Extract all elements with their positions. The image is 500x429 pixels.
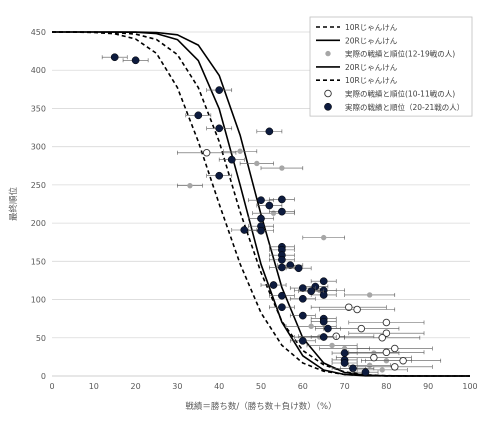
y-tick-label: 150 <box>31 257 46 266</box>
data-point <box>345 303 353 311</box>
data-point <box>294 264 303 273</box>
y-tick-labels: 0 50 100 150 200 250 300 350 400 450 <box>31 28 46 381</box>
data-point <box>187 182 193 189</box>
x-tick-label: 10 <box>89 382 99 391</box>
data-point <box>382 318 391 327</box>
y-tick-label: 50 <box>36 334 46 343</box>
data-point <box>286 261 295 270</box>
data-point <box>240 226 249 234</box>
data-point <box>340 349 349 357</box>
x-tick-label: 70 <box>340 382 350 391</box>
data-point <box>131 56 140 65</box>
legend-label: 実際の戦績と順位（20-21戦の人） <box>345 102 464 112</box>
x-tick-label: 100 <box>462 382 477 391</box>
data-point <box>307 287 316 295</box>
x-tick-label: 60 <box>298 382 308 391</box>
y-tick-label: 350 <box>31 104 46 113</box>
x-tick-label: 80 <box>381 382 391 391</box>
data-point <box>308 323 314 330</box>
x-tick-label: 40 <box>214 382 224 391</box>
x-tick-label: 30 <box>172 382 182 391</box>
data-points <box>101 53 442 377</box>
data-point <box>361 368 370 377</box>
y-tick-label: 200 <box>31 219 46 228</box>
data-point <box>319 333 328 341</box>
data-point <box>319 277 328 286</box>
x-tick-labels: 0 10 20 30 40 50 60 70 80 90 100 <box>49 382 477 391</box>
data-point <box>215 86 224 94</box>
data-point <box>382 329 391 337</box>
data-point <box>278 291 286 300</box>
x-tick-label: 20 <box>131 382 141 391</box>
data-point <box>215 124 224 133</box>
data-point <box>321 234 327 241</box>
data-point <box>324 89 332 98</box>
data-point <box>340 359 349 367</box>
data-point <box>319 317 328 326</box>
curves <box>51 31 470 377</box>
data-point <box>329 342 335 349</box>
data-point <box>269 281 278 289</box>
data-point <box>194 111 203 120</box>
y-tick-label: 400 <box>31 66 46 75</box>
legend-label: 10Rじゃんけん <box>345 76 398 85</box>
data-point <box>278 255 286 264</box>
data-point <box>399 356 407 365</box>
data-point <box>324 102 332 111</box>
data-point <box>298 336 307 345</box>
data-point <box>237 148 243 154</box>
legend-label: 実際の戦績と順位(10-11戦の人) <box>345 89 455 99</box>
y-tick-label: 250 <box>31 181 46 190</box>
x-tick-label: 50 <box>256 382 266 391</box>
y-tick-label: 300 <box>31 143 46 152</box>
data-point <box>325 50 331 57</box>
data-point <box>324 324 332 333</box>
data-point <box>279 165 285 171</box>
legend-label: 実際の戦績と順位(12-19戦の人) <box>345 49 455 59</box>
data-point <box>298 294 307 303</box>
data-point <box>215 171 224 180</box>
data-point <box>270 210 277 216</box>
data-point <box>378 334 386 342</box>
curve-line <box>52 31 470 377</box>
data-point <box>298 311 307 320</box>
data-point <box>278 195 286 204</box>
legend-label: 10Rじゃんけん <box>345 23 398 32</box>
legend-label: 20Rじゃんけん <box>345 63 398 72</box>
data-point <box>298 284 307 292</box>
y-axis-title: 最終順位 <box>8 187 19 222</box>
data-point <box>254 160 260 167</box>
data-point <box>110 53 119 62</box>
data-point <box>202 149 211 157</box>
curve-line <box>52 31 470 377</box>
data-point <box>278 207 286 216</box>
data-point <box>257 214 265 223</box>
data-point <box>353 305 361 314</box>
data-point <box>370 353 378 362</box>
data-point <box>366 292 373 298</box>
x-tick-label: 0 <box>49 382 54 391</box>
data-point <box>278 303 286 312</box>
data-point <box>357 324 366 333</box>
data-point <box>227 155 236 164</box>
legend: 10Rじゃんけん20Rじゃんけん実際の戦績と順位(12-19戦の人)20Rじゃん… <box>309 16 473 117</box>
y-tick-label: 0 <box>41 372 46 381</box>
data-point <box>391 363 399 371</box>
data-point <box>278 263 286 272</box>
data-point <box>265 201 274 210</box>
y-tick-label: 100 <box>31 296 46 305</box>
data-point <box>366 362 373 368</box>
data-point <box>379 367 385 373</box>
data-point <box>257 226 265 235</box>
data-point <box>265 127 274 136</box>
legend-label: 20Rじゃんけん <box>345 36 398 45</box>
y-tick-label: 450 <box>31 28 46 37</box>
data-point <box>257 196 265 205</box>
data-point <box>382 348 391 357</box>
x-tick-label: 90 <box>423 382 433 391</box>
x-axis-title: 戦績＝勝ち数/（勝ち数＋負け数）（%） <box>185 401 336 412</box>
data-point <box>391 344 399 353</box>
